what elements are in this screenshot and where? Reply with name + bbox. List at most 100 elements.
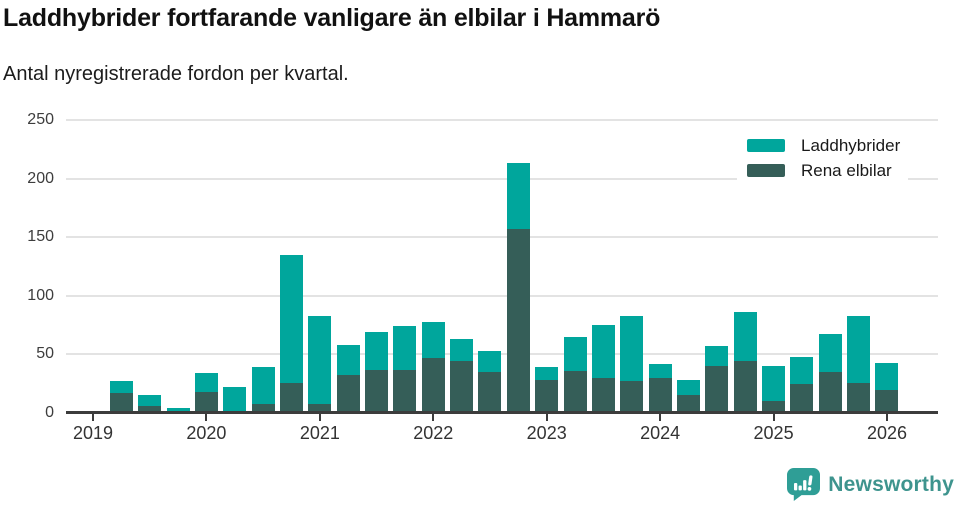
bar-segment [620,381,644,413]
bar-segment [818,371,842,413]
bar-2019-q3 [138,0,162,413]
x-axis-line [66,411,938,414]
bar-segment [762,401,786,413]
bar-2023-q4 [620,0,644,413]
bar-segment [279,382,303,413]
bar-2021-q3 [365,0,389,413]
x-axis-tick-label: 2020 [186,423,227,443]
bar-2022-q1 [421,0,445,413]
bar-2022-q4 [506,0,530,413]
bar-2023-q3 [591,0,615,413]
y-axis-tick-label: 200 [27,169,54,187]
bar-segment [393,369,417,413]
bar-2020-q4 [279,0,303,413]
bar-segment [705,366,729,413]
bar-segment [365,369,389,413]
bar-2019-q1 [82,0,105,413]
x-axis-tick [885,414,888,421]
bar-segment [251,403,275,413]
bar-segment [847,382,871,413]
x-axis-tick [545,414,548,421]
bar-segment [506,228,530,413]
bar-segment [847,315,871,383]
bar-2024-q1 [648,0,672,413]
bar-segment [875,389,899,413]
bar-segment [535,380,559,413]
x-axis-tick-label: 2024 [640,423,681,443]
bar-segment [506,163,530,229]
bar-segment [336,375,360,413]
bar-segment [223,387,247,411]
gridline [66,353,938,356]
bar-segment [450,361,474,413]
bar-segment [733,361,757,413]
brand-footer[interactable]: Newsworthy [787,468,954,501]
y-axis-tick-label: 100 [27,286,54,304]
bar-segment [450,339,474,362]
gridline [66,294,938,297]
bar-2023-q2 [563,0,587,413]
bar-segment [790,383,814,413]
legend-label: Laddhybrider [801,135,901,155]
bar-segment [279,254,303,383]
gridline [66,177,938,180]
bar-segment [109,393,133,413]
legend-item-laddhybrider: Laddhybrider [747,133,900,158]
bar-segment [478,350,502,372]
bar-2019-q4 [166,0,190,413]
bar-segment [762,366,786,402]
bar-segment [818,334,842,372]
bar-2019-q2 [109,0,133,413]
bar-segment [194,373,218,392]
x-axis-tick [205,414,208,421]
bar-2021-q4 [393,0,417,413]
bar-2025-q2 [790,0,814,413]
chart-title: Laddhybrider fortfarande vanligare än el… [3,4,661,32]
legend-swatch [747,139,785,152]
bar-2025-q4 [847,0,871,413]
bar-2023-q1 [535,0,559,413]
brand-name: Newsworthy [828,472,954,496]
bar-segment [138,405,162,413]
x-axis-tick [432,414,435,421]
bar-segment [336,345,360,376]
bar-segment [478,371,502,413]
x-axis-tick-label: 2025 [753,423,794,443]
bar-segment [620,315,644,382]
gridline [66,236,938,239]
bar-2021-q2 [336,0,360,413]
bar-segment [676,395,700,413]
legend: Laddhybrider Rena elbilar [737,131,909,185]
x-axis-tick [318,414,321,421]
legend-item-rena-elbilar: Rena elbilar [747,158,900,183]
y-axis-tick-label: 150 [27,228,54,246]
x-axis-tick [92,414,94,421]
bar-2024-q2 [676,0,700,413]
bar-segment [875,362,899,390]
bar-segment [648,377,672,413]
y-axis-tick-label: 250 [27,111,54,128]
bar-segment [365,332,389,370]
x-axis-tick-label: 2022 [413,423,454,443]
bar-2022-q3 [478,0,502,413]
bar-segment [109,381,133,394]
x-axis-tick-label: 2026 [866,423,907,443]
chart-subtitle: Antal nyregistrerade fordon per kvartal. [3,63,349,85]
bar-2025-q3 [818,0,842,413]
bar-segment [563,370,587,413]
y-axis-tick-label: 0 [45,404,54,421]
bar-2024-q4 [733,0,757,413]
bar-segment [563,336,587,371]
bar-2020-q1 [194,0,218,413]
bar-segment [138,395,162,406]
bar-segment [733,312,757,362]
x-axis-tick-label: 2019 [72,423,114,443]
bar-segment [535,367,559,381]
legend-label: Rena elbilar [801,160,892,180]
bar-segment [251,367,275,404]
bar-2025-q1 [762,0,786,413]
x-axis-tick [772,414,775,421]
newsworthy-logo-icon [787,468,821,501]
bar-2020-q3 [251,0,275,413]
